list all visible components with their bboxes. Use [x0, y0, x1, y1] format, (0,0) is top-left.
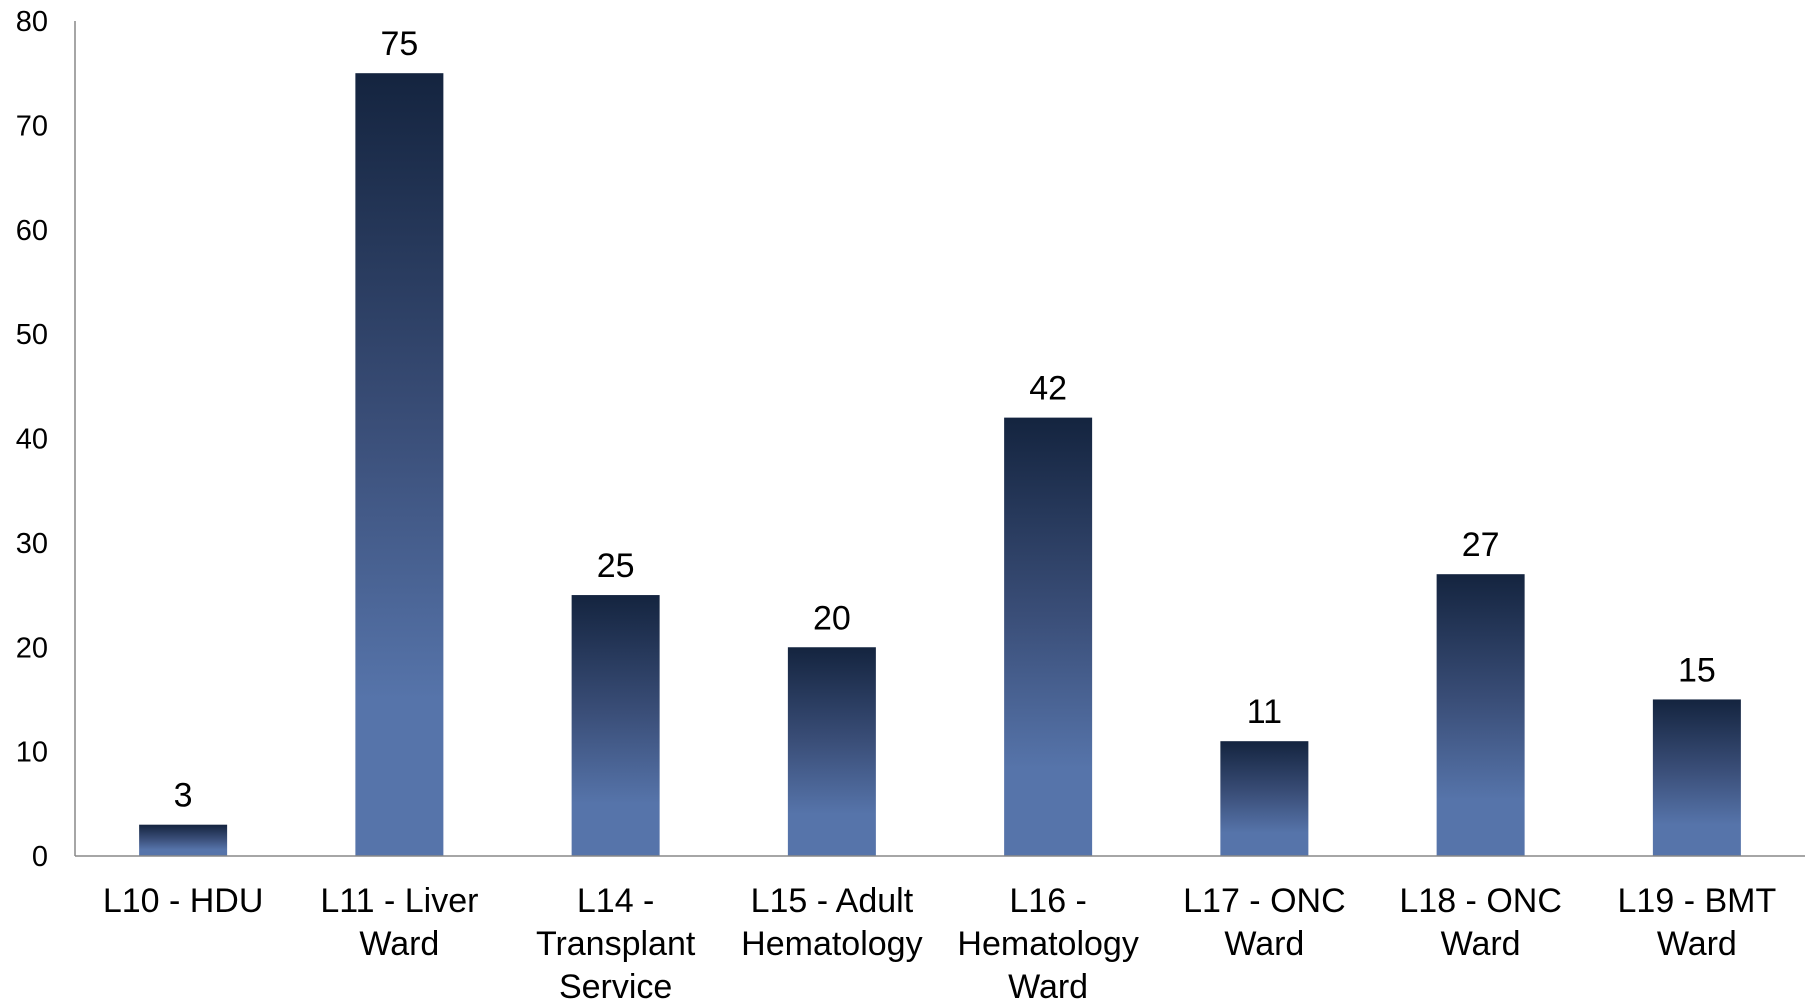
data-label: 11 — [1247, 693, 1282, 731]
x-tick-label: L14 - Transplant Service — [536, 882, 696, 1003]
x-tick-label: L10 - HDU — [103, 882, 264, 920]
x-tick-label-line: L16 - — [1009, 882, 1087, 920]
x-tick-label-line: Hematology — [741, 925, 922, 963]
y-tick-label: 10 — [16, 737, 48, 769]
y-axis: 0 10 20 30 40 50 60 70 80 — [16, 6, 76, 873]
x-tick-label: L19 - BMT Ward — [1618, 882, 1777, 963]
x-tick-label-line: Hematology — [957, 925, 1138, 963]
data-label: 27 — [1462, 526, 1500, 564]
bar — [1004, 417, 1093, 856]
bars: 3 75 25 20 42 11 27 15 — [139, 25, 1741, 856]
x-tick-label-line: Ward — [1008, 968, 1088, 1003]
bar — [1436, 574, 1525, 856]
x-tick-label-line: L19 - BMT — [1618, 882, 1777, 920]
data-label: 3 — [174, 777, 193, 815]
x-tick-label-line: Ward — [1657, 925, 1737, 963]
x-tick-label-line: Transplant — [536, 925, 696, 963]
x-tick-label: L18 - ONC Ward — [1399, 882, 1562, 963]
x-tick-label-line: Ward — [1441, 925, 1521, 963]
data-label: 25 — [597, 547, 635, 585]
y-tick-label: 50 — [16, 319, 48, 351]
y-tick-label: 40 — [16, 424, 48, 456]
x-tick-label: L11 - Liver Ward — [320, 882, 478, 963]
bar — [1652, 699, 1741, 856]
x-tick-label-line: Ward — [359, 925, 439, 963]
x-tick-label: L16 - Hematology Ward — [957, 882, 1138, 1003]
x-tick-label: L15 - Adult Hematology — [741, 882, 922, 963]
x-tick-label-line: L14 - — [577, 882, 655, 920]
x-tick-label-line: Service — [559, 968, 672, 1003]
x-tick-label-line: L10 - HDU — [103, 882, 264, 920]
y-tick-label: 60 — [16, 215, 48, 247]
data-label: 42 — [1029, 370, 1067, 408]
x-tick-label-line: L17 - ONC — [1183, 882, 1346, 920]
y-tick-label: 30 — [16, 528, 48, 560]
y-tick-label: 20 — [16, 632, 48, 664]
x-axis: L10 - HDU L11 - Liver Ward L14 - Transplant S… — [75, 855, 1805, 1003]
x-tick-label-line: L11 - Liver — [320, 882, 478, 920]
y-tick-label: 80 — [16, 6, 48, 38]
bar — [787, 647, 876, 856]
data-label: 15 — [1678, 651, 1716, 689]
y-tick-label: 70 — [16, 110, 48, 142]
data-label: 20 — [813, 599, 851, 637]
x-tick-label-line: Ward — [1224, 925, 1304, 963]
x-tick-label-line: L15 - Adult — [751, 882, 914, 920]
bar — [139, 824, 228, 856]
y-tick-label: 0 — [32, 841, 48, 873]
bar — [355, 73, 444, 856]
data-label: 75 — [380, 25, 418, 63]
x-tick-label: L17 - ONC Ward — [1183, 882, 1346, 963]
bar — [1220, 741, 1309, 856]
x-tick-label-line: L18 - ONC — [1399, 882, 1562, 920]
bar — [571, 595, 660, 856]
